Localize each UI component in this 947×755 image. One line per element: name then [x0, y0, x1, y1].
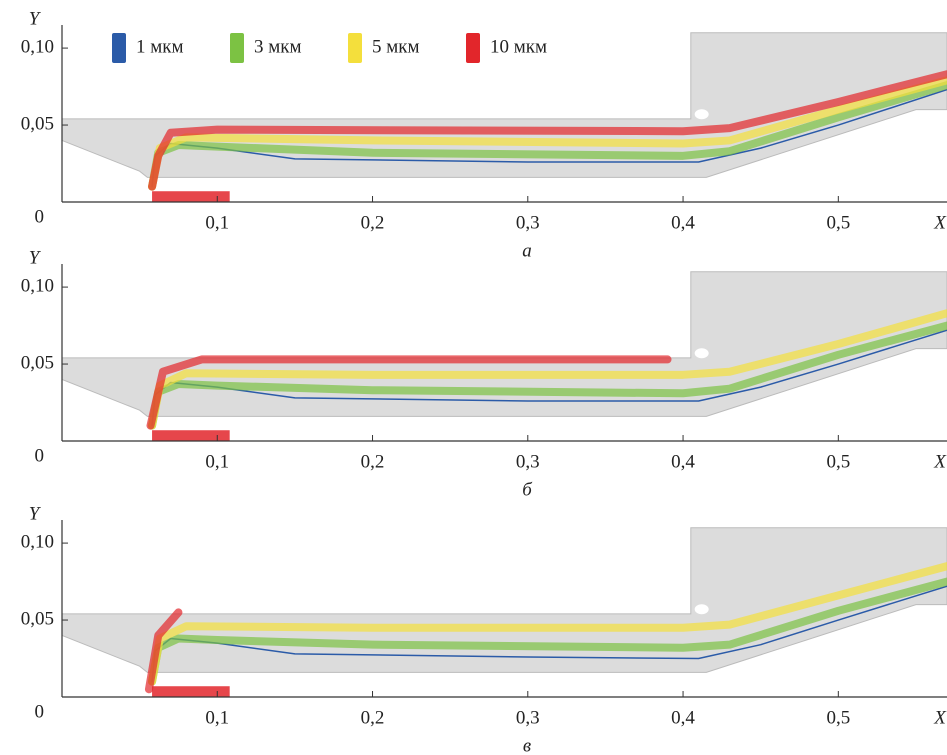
injector [152, 191, 230, 202]
x-tick-label: 0,2 [361, 451, 385, 472]
x-tick-label: 0,1 [205, 707, 229, 728]
y-axis-label: Y [29, 247, 42, 268]
legend-label: 3 мкм [254, 36, 302, 57]
y-tick-label: 0,05 [21, 352, 54, 373]
trajectory [148, 321, 947, 430]
panel: 0,1 0,2 0,3 0,4 0,5 0 0,05 0,10 Y Xа 1 мкм 3 мкм 5 м… [21, 8, 947, 261]
x-tick-label: 0,5 [826, 707, 850, 728]
legend-label: 5 мкм [372, 36, 420, 57]
x-axis-label: X [933, 212, 947, 233]
x-axis-label: X [933, 707, 947, 728]
trajectory [146, 355, 672, 430]
legend-label: 10 мкм [490, 36, 547, 57]
x-tick-label: 0,5 [826, 451, 850, 472]
x-axis-label: X [933, 451, 947, 472]
injector [152, 430, 230, 441]
y-axis-label: Y [29, 503, 42, 524]
trajectory [148, 562, 947, 686]
legend-swatch [112, 33, 126, 63]
nozzle-wall [61, 527, 947, 673]
x-tick-label: 0,3 [516, 212, 540, 233]
x-tick-label: 0,3 [516, 451, 540, 472]
x-tick-label: 0,2 [361, 707, 385, 728]
trajectory [144, 608, 183, 694]
legend-label: 1 мкм [136, 36, 184, 57]
y-tick-label: 0,05 [21, 113, 54, 134]
notch [694, 348, 709, 359]
panel: 0,1 0,2 0,3 0,4 0,5 0 0,05 0,10 Y Xб [21, 247, 947, 500]
trajectory [148, 577, 947, 686]
notch [694, 109, 709, 120]
x-tick-label: 0,4 [671, 707, 695, 728]
y-axis-label: Y [29, 8, 42, 29]
x-tick-label: 0,4 [671, 212, 695, 233]
y-tick-label: 0 [35, 701, 45, 722]
x-tick-label: 0,5 [826, 212, 850, 233]
panel-caption: в [523, 735, 531, 755]
panel-caption: б [522, 479, 533, 500]
x-tick-label: 0,3 [516, 707, 540, 728]
legend-swatch [348, 33, 362, 63]
panel-caption: а [522, 240, 532, 261]
y-tick-label: 0,10 [21, 36, 54, 57]
legend-swatch [466, 33, 480, 63]
x-tick-label: 0,2 [361, 212, 385, 233]
y-tick-label: 0,10 [21, 531, 54, 552]
legend-swatch [230, 33, 244, 63]
panel: 0,1 0,2 0,3 0,4 0,5 0 0,05 0,10 Y Xв [21, 503, 947, 755]
x-tick-label: 0,4 [671, 451, 695, 472]
x-tick-label: 0,1 [205, 451, 229, 472]
trajectory [148, 70, 947, 191]
y-tick-label: 0 [35, 206, 45, 227]
y-tick-label: 0,05 [21, 608, 54, 629]
x-tick-label: 0,1 [205, 212, 229, 233]
y-tick-label: 0,10 [21, 275, 54, 296]
notch [694, 604, 709, 615]
nozzle-wall [61, 271, 947, 417]
y-tick-label: 0 [35, 445, 45, 466]
injector [152, 686, 230, 697]
